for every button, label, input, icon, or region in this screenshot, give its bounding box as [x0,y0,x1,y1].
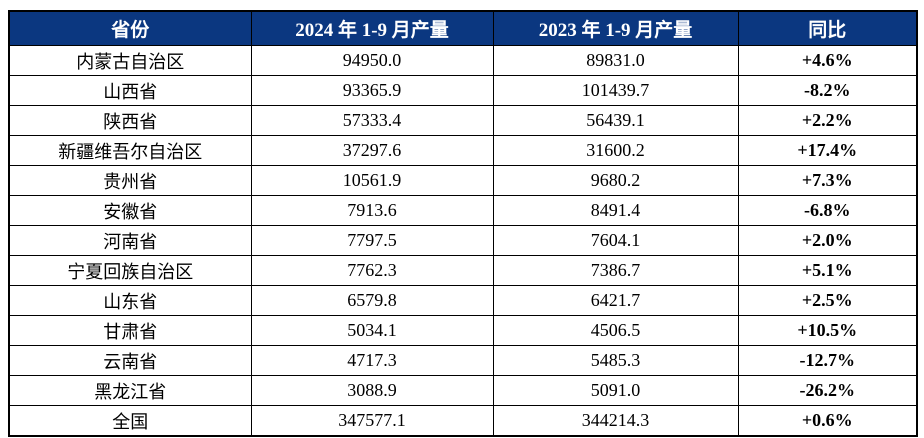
production-2023-cell: 89831.0 [492,45,739,76]
yoy-cell: +2.5% [737,285,918,316]
production-2024-cell: 7762.3 [250,255,494,286]
table-row: 黑龙江省 3088.9 5091.0 -26.2% [8,375,918,406]
yoy-cell: -26.2% [737,375,918,406]
production-2023-cell: 9680.2 [492,165,739,196]
production-2024-cell: 37297.6 [250,135,494,166]
yoy-cell: +10.5% [737,315,918,346]
table-row: 新疆维吾尔自治区 37297.6 31600.2 +17.4% [8,135,918,166]
production-2024-cell: 6579.8 [250,285,494,316]
province-cell: 陕西省 [8,105,252,136]
production-2024-cell: 4717.3 [250,345,494,376]
production-2023-cell: 7604.1 [492,225,739,256]
production-2023-cell: 5485.3 [492,345,739,376]
production-2024-cell: 93365.9 [250,75,494,106]
table-row: 宁夏回族自治区 7762.3 7386.7 +5.1% [8,255,918,286]
yoy-cell: +4.6% [737,45,918,76]
province-cell: 宁夏回族自治区 [8,255,252,286]
province-cell: 安徽省 [8,195,252,226]
table-row: 陕西省 57333.4 56439.1 +2.2% [8,105,918,136]
production-2023-cell: 31600.2 [492,135,739,166]
production-2023-cell: 7386.7 [492,255,739,286]
column-header-production-2023: 2023 年 1-9 月产量 [492,10,739,46]
production-2023-cell: 5091.0 [492,375,739,406]
province-cell: 山西省 [8,75,252,106]
table-header: 省份 2024 年 1-9 月产量 2023 年 1-9 月产量 同比 [8,10,918,46]
production-2023-cell: 8491.4 [492,195,739,226]
table-row: 云南省 4717.3 5485.3 -12.7% [8,345,918,376]
column-header-production-2024: 2024 年 1-9 月产量 [250,10,494,46]
table-row: 山东省 6579.8 6421.7 +2.5% [8,285,918,316]
province-cell: 贵州省 [8,165,252,196]
table-container: 省份 2024 年 1-9 月产量 2023 年 1-9 月产量 同比 内蒙古自… [8,10,918,437]
province-cell: 河南省 [8,225,252,256]
province-cell: 云南省 [8,345,252,376]
yoy-cell: +0.6% [737,405,918,437]
yoy-cell: +2.2% [737,105,918,136]
production-2024-cell: 7797.5 [250,225,494,256]
yoy-cell: +17.4% [737,135,918,166]
province-cell: 全国 [8,405,252,437]
column-header-province: 省份 [8,10,252,46]
table-row: 贵州省 10561.9 9680.2 +7.3% [8,165,918,196]
column-header-yoy: 同比 [737,10,918,46]
header-row: 省份 2024 年 1-9 月产量 2023 年 1-9 月产量 同比 [8,10,918,46]
province-cell: 甘肃省 [8,315,252,346]
province-cell: 内蒙古自治区 [8,45,252,76]
province-cell: 黑龙江省 [8,375,252,406]
yoy-cell: +7.3% [737,165,918,196]
yoy-cell: -6.8% [737,195,918,226]
table-row: 安徽省 7913.6 8491.4 -6.8% [8,195,918,226]
production-2023-cell: 344214.3 [492,405,739,437]
yoy-cell: -12.7% [737,345,918,376]
yoy-cell: +2.0% [737,225,918,256]
table-row: 内蒙古自治区 94950.0 89831.0 +4.6% [8,45,918,76]
production-2023-cell: 56439.1 [492,105,739,136]
table-row: 甘肃省 5034.1 4506.5 +10.5% [8,315,918,346]
production-2024-cell: 10561.9 [250,165,494,196]
production-2024-cell: 7913.6 [250,195,494,226]
production-2024-cell: 3088.9 [250,375,494,406]
production-2024-cell: 57333.4 [250,105,494,136]
province-cell: 山东省 [8,285,252,316]
table-body: 内蒙古自治区 94950.0 89831.0 +4.6% 山西省 93365.9 10143… [8,45,918,437]
table-row: 全国 347577.1 344214.3 +0.6% [8,405,918,437]
production-2024-cell: 5034.1 [250,315,494,346]
production-2023-cell: 4506.5 [492,315,739,346]
production-2023-cell: 6421.7 [492,285,739,316]
production-2024-cell: 94950.0 [250,45,494,76]
province-cell: 新疆维吾尔自治区 [8,135,252,166]
production-2023-cell: 101439.7 [492,75,739,106]
table-row: 山西省 93365.9 101439.7 -8.2% [8,75,918,106]
yoy-cell: -8.2% [737,75,918,106]
yoy-cell: +5.1% [737,255,918,286]
table-row: 河南省 7797.5 7604.1 +2.0% [8,225,918,256]
production-table: 省份 2024 年 1-9 月产量 2023 年 1-9 月产量 同比 内蒙古自… [8,10,918,437]
production-2024-cell: 347577.1 [250,405,494,437]
